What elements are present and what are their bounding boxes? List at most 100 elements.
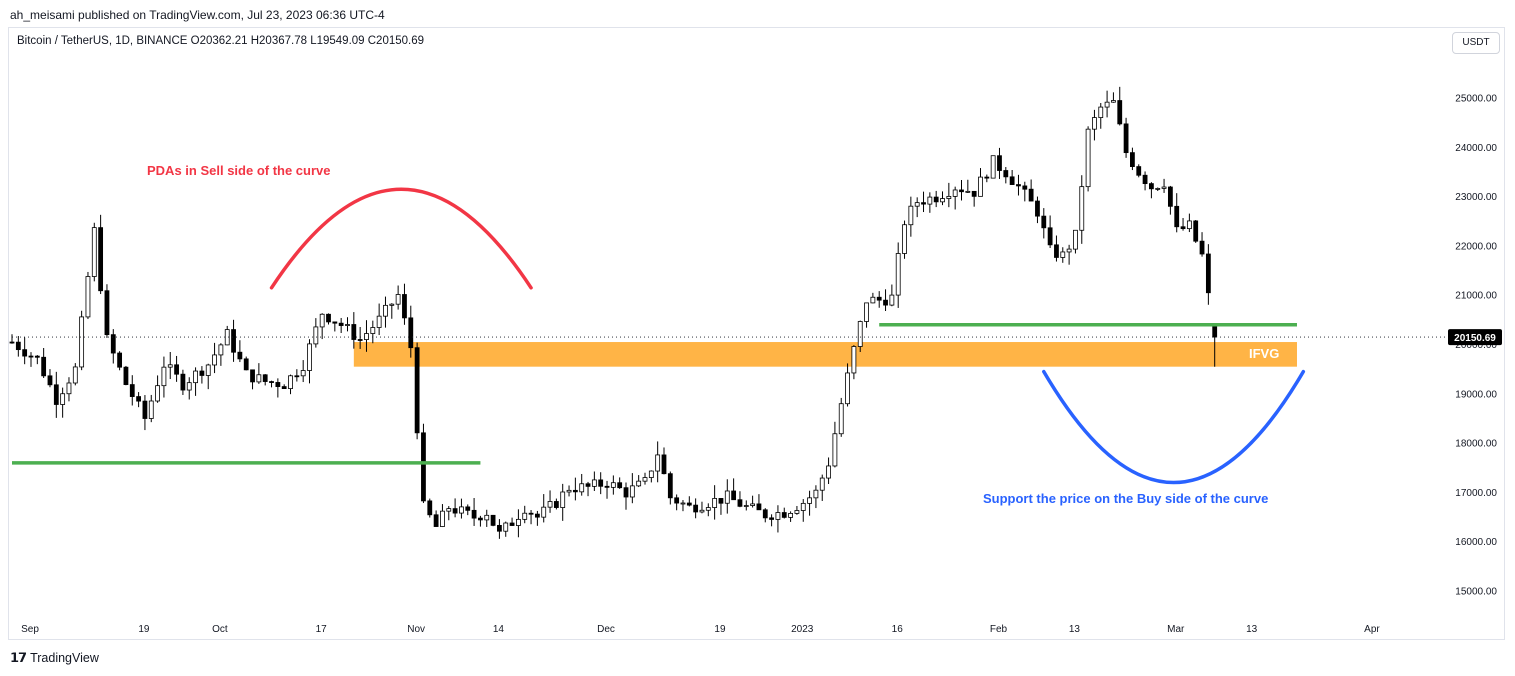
candle-body — [465, 506, 471, 511]
candle-body — [262, 374, 268, 382]
candle-body — [832, 433, 838, 467]
last-price-badge — [1448, 329, 1502, 346]
last-price-label: 20150.69 — [1454, 333, 1496, 344]
candle-body — [478, 517, 483, 521]
candle-body — [1003, 170, 1009, 178]
candle-body — [756, 503, 762, 511]
candle-body — [446, 508, 452, 512]
candle-body — [699, 509, 705, 513]
candle-body — [66, 382, 72, 395]
candle-body — [1041, 215, 1047, 229]
candle-body — [1167, 186, 1173, 207]
candle-body — [1092, 117, 1097, 130]
candle-body — [433, 514, 439, 527]
tradingview-logo[interactable]: 𝟭𝟳 TradingView — [10, 650, 99, 666]
candle-body — [224, 329, 230, 346]
chart-frame — [8, 27, 1505, 640]
candle-body — [902, 224, 907, 254]
candle-body — [807, 497, 812, 504]
currency-button[interactable]: USDT — [1452, 32, 1500, 54]
candle-body — [724, 490, 730, 504]
ifvg-label: IFVG — [1249, 346, 1279, 361]
candle-body — [104, 290, 110, 336]
x-tick-label: 2023 — [791, 624, 814, 635]
candle-body — [332, 321, 338, 324]
candle-body — [155, 385, 160, 402]
candle-body — [47, 375, 53, 386]
candle-body — [1009, 176, 1015, 185]
sell-side-annotation: PDAs in Sell side of the curve — [147, 163, 331, 178]
candle-body — [750, 503, 756, 506]
y-tick-label: 17000.00 — [1455, 488, 1497, 499]
candle-body — [585, 483, 591, 487]
candle-body — [959, 189, 964, 193]
candle-body — [250, 369, 255, 383]
candle-body — [579, 483, 585, 493]
candle-body — [1085, 128, 1091, 188]
candle-body — [1047, 227, 1053, 246]
candle-body — [72, 366, 78, 384]
candle-body — [490, 514, 496, 526]
candle-body — [338, 322, 344, 326]
candle-body — [34, 355, 40, 358]
candle-body — [1028, 188, 1034, 202]
candle-body — [781, 512, 787, 518]
candle-body — [1104, 101, 1110, 108]
candle-body — [591, 479, 597, 487]
candle-body — [1186, 220, 1192, 230]
candle-body — [395, 294, 401, 305]
x-tick-label: Oct — [212, 624, 228, 635]
candle-body — [243, 358, 249, 371]
x-tick-label: 16 — [892, 624, 904, 635]
candle-body — [864, 302, 869, 322]
y-tick-label: 15000.00 — [1455, 587, 1497, 598]
candle-body — [174, 364, 179, 375]
candle-body — [883, 299, 888, 306]
candle-body — [826, 465, 831, 479]
candle-body — [345, 324, 350, 326]
candle-body — [326, 313, 331, 323]
y-tick-label: 19000.00 — [1455, 389, 1497, 400]
candle-body — [908, 205, 914, 226]
x-tick-label: Dec — [597, 624, 615, 635]
candle-body — [123, 366, 129, 385]
candle-body — [851, 346, 857, 374]
candle-body — [1111, 100, 1116, 103]
buy-bowl-curve — [1042, 369, 1306, 485]
candle-body — [522, 512, 528, 520]
candle-body — [1136, 166, 1142, 176]
candle-body — [598, 479, 604, 487]
x-tick-label: 14 — [493, 624, 505, 635]
candle-body — [440, 510, 445, 527]
published-info: ah_meisami published on TradingView.com,… — [10, 8, 385, 22]
y-tick-label: 24000.00 — [1455, 143, 1497, 154]
candle-body — [997, 155, 1002, 171]
candle-body — [940, 198, 945, 203]
candle-body — [294, 375, 300, 378]
candle-body — [421, 432, 426, 502]
candle-body — [800, 502, 806, 511]
candle-body — [180, 373, 186, 391]
candle-body — [85, 276, 91, 318]
candle-body — [978, 176, 983, 197]
candle-body — [459, 506, 464, 514]
candle-body — [516, 518, 521, 526]
candle-body — [288, 375, 293, 389]
candle-body — [319, 313, 325, 328]
candle-body — [167, 364, 173, 368]
x-tick-label: 17 — [316, 624, 328, 635]
candle-body — [857, 321, 863, 347]
candle-body — [1073, 229, 1078, 250]
candle-body — [1060, 251, 1066, 258]
candle-body — [503, 522, 509, 532]
candle-body — [186, 382, 192, 391]
candle-body — [60, 393, 66, 405]
candle-body — [655, 454, 661, 472]
y-tick-label: 21000.00 — [1455, 291, 1497, 302]
candle-body — [933, 196, 939, 203]
candle-body — [1035, 200, 1040, 217]
candle-body — [1016, 184, 1021, 187]
candle-body — [927, 196, 933, 205]
candle-body — [705, 507, 711, 511]
